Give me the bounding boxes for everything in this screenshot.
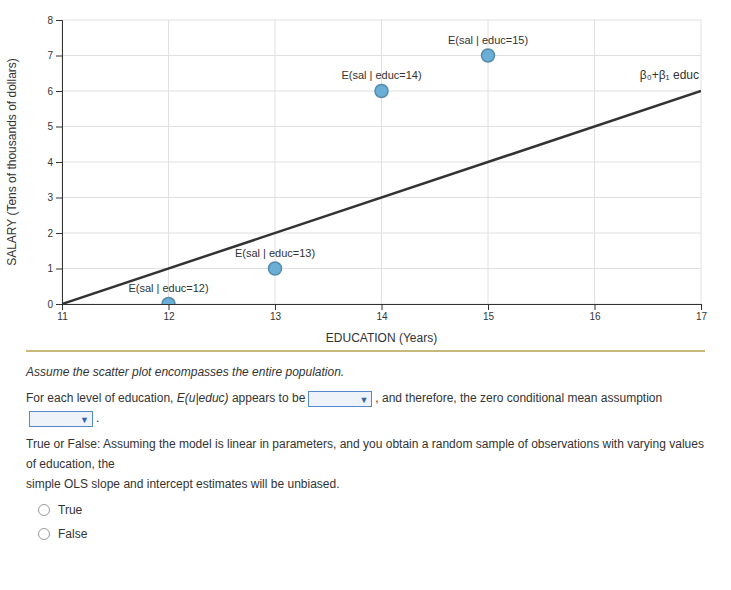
grid-line-y: [62, 268, 701, 269]
y-axis-tick-mark: [56, 162, 62, 163]
y-axis-tick-label: 0: [47, 299, 53, 310]
x-axis-tick-label: 12: [163, 311, 175, 322]
line-label: β₀+β₁ educ: [640, 68, 699, 82]
marks: [62, 49, 701, 304]
y-axis-tick-label: 5: [47, 121, 53, 132]
note: Assume the scatter plot encompasses the …: [26, 362, 705, 382]
x-axis-tick-label: 15: [483, 311, 495, 322]
sentence-text: , and therefore, the zero conditional me…: [375, 391, 662, 405]
y-axis-tick-mark: [56, 304, 62, 305]
y-axis-tick: 0: [47, 299, 62, 310]
x-axis-tick: 14: [376, 304, 388, 322]
y-axis-tick: 8: [47, 15, 62, 26]
sentence: For each level of education, E(u|educ) a…: [26, 388, 705, 428]
y-axis-tick-mark: [56, 20, 62, 21]
x-axis-tick: 17: [696, 304, 708, 322]
x-axis-tick-mark: [275, 304, 276, 310]
y-axis-tick: 2: [47, 228, 62, 239]
question-area: Assume the scatter plot encompasses the …: [26, 350, 705, 544]
scatter-point: [269, 262, 282, 275]
plot-area: 11121314151617012345678β₀+β₁ educE(sal |…: [47, 15, 707, 322]
grid-line-y: [62, 55, 701, 56]
chart-container: 11121314151617012345678β₀+β₁ educE(sal |…: [0, 0, 731, 350]
x-axis-tick-label: 11: [57, 311, 68, 322]
y-axis-tick-mark: [56, 269, 62, 270]
sentence-text: For each level of education,: [26, 391, 177, 405]
x-axis-tick-mark: [169, 304, 170, 310]
scatter-point: [482, 49, 495, 62]
x-axis-tick: 12: [163, 304, 175, 322]
y-axis-tick-label: 1: [47, 263, 53, 274]
x-axis-title: EDUCATION (Years): [326, 331, 437, 345]
dropdown-arrow: ▼: [80, 415, 89, 425]
y-axis-line: [56, 21, 63, 305]
x-axis-tick: 15: [483, 304, 495, 322]
y-axis-tick: 6: [47, 86, 62, 97]
point-label: E(sal | educ=13): [235, 247, 315, 259]
radio-option: False: [38, 524, 705, 544]
x-axis-line: [63, 305, 702, 311]
y-axis-title: SALARY (Tens of thousands of dollars): [5, 58, 19, 266]
y-axis-tick: 4: [47, 157, 62, 168]
radio-button[interactable]: [38, 504, 50, 516]
y-axis: 0 1 2 3 4 5 6 7 8: [47, 15, 62, 310]
radio-label: False: [58, 524, 87, 544]
question-line: True or False: Assuming the model is lin…: [26, 434, 705, 474]
y-axis-tick-label: 8: [47, 15, 53, 26]
x-axis-tick-label: 17: [696, 311, 708, 322]
x-axis-tick-label: 14: [376, 311, 388, 322]
x-axis-tick: 11: [57, 304, 68, 322]
radio-button[interactable]: [38, 528, 50, 540]
sentence-text: appears to be: [229, 391, 306, 405]
grid-line-y: [62, 20, 701, 21]
chart-svg: 11121314151617012345678β₀+β₁ educE(sal |…: [0, 0, 731, 350]
x-axis-tick: 13: [270, 304, 282, 322]
radio-label: True: [58, 500, 82, 520]
grid: [62, 20, 701, 304]
x-axis-tick-mark: [488, 304, 489, 310]
x-axis-tick-label: 16: [589, 311, 601, 322]
y-axis-tick-label: 2: [47, 228, 53, 239]
point-label: E(sal | educ=12): [128, 282, 208, 294]
y-axis-tick-mark: [56, 233, 62, 234]
scatter-point: [162, 298, 175, 305]
dropdown[interactable]: ▼: [308, 391, 372, 407]
y-axis-tick-mark: [56, 91, 62, 92]
grid-line-y: [62, 126, 701, 127]
y-axis-tick-mark: [56, 198, 62, 199]
x-axis-tick-mark: [701, 304, 702, 310]
y-axis-tick-mark: [56, 127, 62, 128]
radio-option: True: [38, 500, 705, 520]
question-line: simple OLS slope and intercept estimates…: [26, 474, 705, 494]
regression-line: [62, 91, 701, 304]
point-label: E(sal | educ=15): [448, 34, 528, 46]
x-axis-tick-label: 13: [270, 311, 282, 322]
y-axis-tick: 1: [47, 263, 62, 274]
sentence-text: .: [96, 411, 99, 425]
grid-line-y: [62, 162, 701, 163]
y-axis-tick-mark: [56, 56, 62, 57]
point-label: E(sal | educ=14): [341, 69, 421, 81]
y-axis-tick-label: 4: [47, 157, 53, 168]
dropdown[interactable]: ▼: [29, 411, 93, 427]
scatter-point: [375, 85, 388, 98]
annotations: β₀+β₁ educ E(sal | educ=12) E(sal | educ=1…: [128, 34, 699, 295]
y-axis-tick-label: 3: [47, 192, 53, 203]
x-axis-tick-mark: [595, 304, 596, 310]
grid-line-y: [62, 233, 701, 234]
x-axis-tick: 16: [589, 304, 601, 322]
y-axis-tick: 7: [47, 50, 62, 61]
x-axis-tick-mark: [382, 304, 383, 310]
y-axis-tick-label: 7: [47, 50, 53, 61]
y-axis-tick: 3: [47, 192, 62, 203]
dropdown-arrow: ▼: [359, 395, 368, 405]
y-axis-tick: 5: [47, 121, 62, 132]
x-axis: 11 12 13 14 15 16 17: [57, 304, 707, 322]
sentence-math: E(u|educ): [177, 391, 229, 405]
question-paragraph: True or False: Assuming the model is lin…: [26, 434, 705, 494]
y-axis-tick-label: 6: [47, 86, 53, 97]
